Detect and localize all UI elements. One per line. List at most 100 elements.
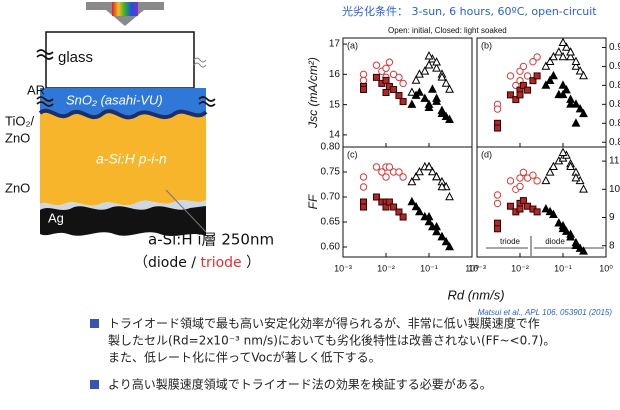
point: [400, 80, 406, 86]
point: [408, 198, 415, 205]
point: [517, 183, 523, 189]
ar-label: AR: [27, 82, 45, 97]
y-tick-label: 0.70: [321, 192, 341, 203]
break-marks: [194, 58, 206, 67]
point: [360, 174, 366, 180]
panel-label: (a): [347, 40, 358, 50]
point: [494, 106, 500, 112]
bullet-text: また、低レート化に伴ってVocが著しく低下する。: [108, 350, 381, 365]
point: [534, 73, 540, 79]
x-tick-label: 10⁻¹: [554, 263, 572, 273]
point: [495, 220, 501, 226]
y-tick-label: 0.88: [609, 80, 620, 91]
point: [425, 52, 432, 59]
point: [559, 39, 566, 46]
point: [373, 164, 379, 170]
y-tick-label: 0.60: [321, 242, 341, 253]
point: [396, 74, 402, 80]
point: [517, 92, 523, 98]
spectrum-icon: [112, 2, 138, 16]
point: [517, 206, 523, 212]
point: [396, 93, 402, 99]
point: [446, 193, 453, 200]
point: [580, 185, 587, 192]
bullet-text: トライオード領域で最も高い安定化効率が得られるが、非常に低い製膜速度で作: [108, 316, 540, 331]
point: [525, 87, 531, 93]
y-tick-label: 0.65: [321, 217, 341, 228]
point: [360, 77, 366, 83]
bullet-text: 製したセル(Rd=2x10⁻³ nm/s)においても劣化後特性は改善されない(F…: [108, 333, 555, 348]
figure-title: 光劣化条件： 3-sun, 6 hours, 60ºC, open-circui…: [342, 4, 597, 18]
y-tick-label: 0.82: [609, 137, 620, 148]
point: [542, 177, 549, 184]
point: [534, 209, 540, 215]
point: [383, 77, 389, 83]
y-tick-label: 0.75: [321, 167, 341, 178]
point: [383, 174, 389, 180]
bullet-marker: [90, 380, 99, 389]
caption-part: ）: [242, 255, 260, 271]
point: [559, 81, 566, 88]
point: [520, 169, 526, 175]
y-tick-label: 0.80: [321, 142, 341, 153]
figure: 光劣化条件： 3-sun, 6 hours, 60ºC, open-circui…: [306, 4, 620, 317]
y-tick-label: 0.92: [609, 42, 620, 53]
y-tick-label: 0.86: [609, 99, 620, 110]
point: [361, 204, 367, 210]
ag-label: Ag: [48, 210, 64, 225]
point: [507, 73, 513, 79]
tio2-label: TiO₂/: [5, 113, 35, 128]
sno2-label: SnO₂ (asahi-VU): [66, 92, 163, 107]
point: [400, 99, 406, 105]
point: [520, 198, 526, 204]
x-tick-label: 10⁻³: [468, 263, 486, 273]
figure-note: Open: initial, Closed: light soaked: [388, 26, 507, 35]
point: [550, 72, 557, 79]
point: [555, 48, 562, 55]
point: [495, 125, 501, 131]
y-tick-label: 10: [609, 184, 620, 195]
x-tick-label: 10⁻³: [334, 263, 352, 273]
caption: a-Si:H i層 250nm: [148, 231, 274, 249]
panel-label: (d): [481, 149, 492, 159]
point: [559, 149, 566, 156]
panel-label: (c): [347, 149, 358, 159]
y-tick-label: 17: [329, 39, 341, 50]
y-tick-label: 0.84: [609, 118, 620, 129]
point: [360, 184, 366, 190]
point: [416, 89, 423, 96]
y-tick-label: 8: [609, 240, 615, 251]
y-axis-label: Jsc (mA/cm²): [306, 57, 320, 129]
page: {"diagram": {"glass": "glass", "ar": "AR…: [0, 0, 620, 405]
point: [433, 95, 440, 102]
y-axis-label: FF: [306, 194, 320, 209]
bullet-list: トライオード領域で最も高い安定化効率が得られるが、非常に低い製膜速度で作製したセ…: [90, 316, 555, 392]
point: [386, 59, 392, 65]
bullet-marker: [90, 319, 99, 328]
glass-label: glass: [58, 49, 93, 66]
x-tick-label: 10⁻²: [377, 263, 395, 273]
caption-part: triode: [200, 255, 241, 271]
y-tick-label: 15: [329, 99, 341, 110]
point: [400, 214, 406, 220]
point: [507, 178, 513, 184]
point: [408, 101, 415, 108]
point: [391, 86, 397, 92]
region-label: diode: [545, 237, 565, 246]
x-axis-label: Rd (nm/s): [447, 287, 504, 302]
point: [507, 203, 513, 209]
point: [373, 74, 379, 80]
point: [494, 192, 500, 198]
point: [572, 119, 579, 126]
point: [400, 174, 406, 180]
region-label: triode: [500, 237, 521, 246]
point: [383, 65, 389, 71]
point: [429, 85, 436, 92]
panel-label: (b): [481, 40, 492, 50]
point: [495, 226, 501, 232]
bullet-text: より高い製膜速度領域でトライオード法の効果を検証する必要がある。: [108, 377, 492, 392]
y-tick-label: 0.90: [609, 61, 620, 72]
x-tick-label: 10⁰: [599, 263, 613, 273]
y-tick-label: 11: [609, 156, 620, 167]
x-tick-label: 10⁻¹: [420, 263, 438, 273]
